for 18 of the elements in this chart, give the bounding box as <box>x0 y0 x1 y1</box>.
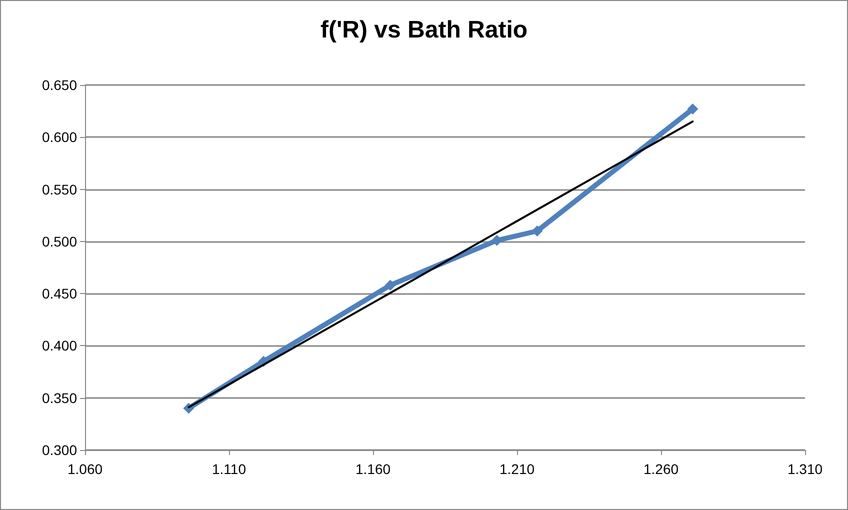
y-tick-label: 0.400 <box>42 338 78 354</box>
y-tick-label: 0.450 <box>42 286 78 302</box>
x-tick-label: 1.060 <box>67 461 103 477</box>
y-tick-label: 0.600 <box>42 129 78 146</box>
y-tick-label: 0.650 <box>42 77 78 93</box>
x-tick-label: 1.210 <box>499 461 535 477</box>
x-tick-label: 1.260 <box>643 461 679 477</box>
x-tick-label: 1.160 <box>355 461 391 477</box>
x-tick-label: 1.310 <box>787 461 823 477</box>
x-tick-label: 1.110 <box>212 461 246 477</box>
point <box>532 226 543 236</box>
chart-title: f('R) vs Bath Ratio <box>320 16 528 44</box>
y-tick-label: 0.550 <box>42 181 78 198</box>
point <box>687 103 698 114</box>
y-tick-label: 0.350 <box>42 390 78 406</box>
point <box>384 280 396 291</box>
y-tick-label: 0.300 <box>42 442 78 458</box>
y-tick-label: 0.500 <box>42 233 78 250</box>
